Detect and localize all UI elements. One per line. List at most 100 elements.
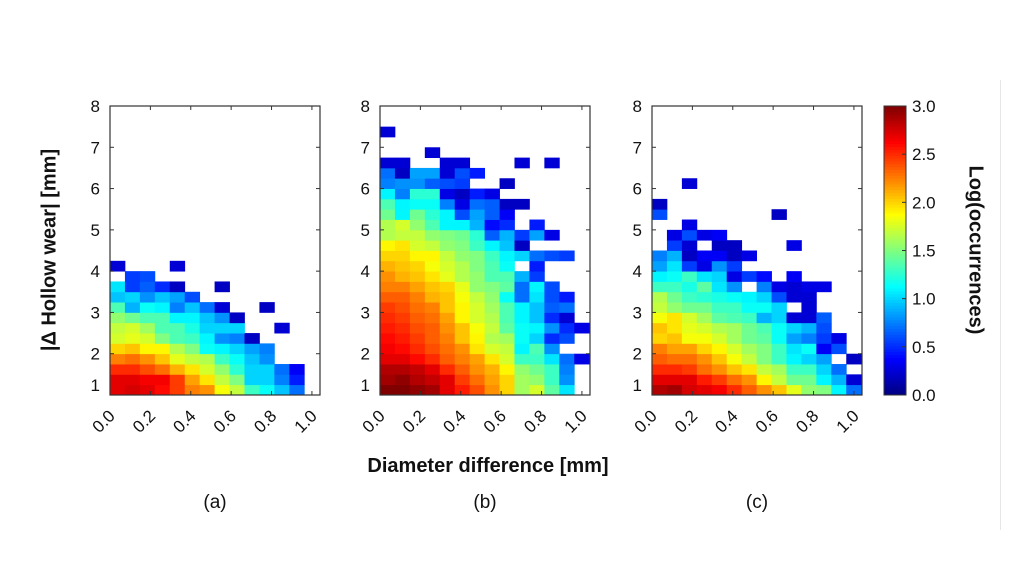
y-tick-label: 5	[633, 221, 642, 240]
heatmap-cell	[139, 333, 156, 344]
heatmap-cell	[394, 229, 411, 241]
heatmap-cell	[484, 364, 500, 375]
heatmap-cell	[786, 291, 802, 303]
heatmap-cell	[139, 343, 156, 355]
heatmap-cell	[681, 240, 698, 251]
heatmap-cell	[229, 353, 245, 365]
heatmap-cell	[454, 281, 471, 293]
colorbar-tick-label: 0.5	[912, 338, 936, 357]
heatmap-cell	[756, 291, 772, 303]
heatmap-cell	[469, 198, 485, 210]
heatmap-cell	[726, 271, 743, 282]
y-tick-label: 5	[91, 221, 100, 240]
heatmap-cell	[394, 178, 411, 189]
heatmap-cell	[380, 260, 396, 272]
colorbar-segment	[884, 334, 906, 338]
heatmap-cell	[559, 384, 575, 396]
heatmap-cell	[424, 188, 441, 200]
heatmap-cell	[424, 147, 441, 159]
heatmap-cell	[711, 281, 728, 293]
heatmap-cell	[124, 291, 141, 303]
heatmap-cell	[559, 333, 575, 344]
colorbar-segment	[884, 186, 906, 191]
heatmap-cell	[544, 374, 560, 386]
heatmap-cell	[184, 353, 201, 365]
colorbar-segment	[884, 357, 906, 361]
heatmap-cell	[711, 271, 728, 282]
heatmap-cell	[409, 353, 426, 365]
colorbar-segment	[884, 322, 906, 327]
heatmap-cell	[711, 240, 728, 251]
heatmap-cell	[229, 384, 245, 396]
heatmap-cell	[169, 312, 186, 324]
colorbar-segment	[884, 366, 906, 370]
colorbar-segment	[884, 308, 906, 312]
heatmap-cell	[514, 291, 530, 303]
heatmap-cell	[771, 364, 787, 375]
colorbar-segment	[884, 270, 906, 275]
heatmap-cell	[469, 333, 485, 344]
heatmap-cell	[499, 198, 515, 210]
heatmap-cell	[484, 198, 500, 210]
heatmap-cell	[469, 302, 485, 313]
x-tick-label: 1.0	[291, 406, 321, 436]
heatmap-cell	[424, 271, 441, 282]
heatmap-cell	[741, 374, 757, 386]
heatmap-cell	[154, 374, 171, 386]
heatmap-cell	[394, 260, 411, 272]
y-tick-label: 4	[361, 262, 370, 281]
heatmap-cell	[696, 229, 713, 241]
heatmap-cell	[771, 291, 787, 303]
colorbar-segment	[884, 132, 906, 136]
colorbar-segment	[884, 264, 906, 269]
heatmap-cell	[711, 322, 728, 334]
y-tick-label: 4	[633, 262, 642, 281]
heatmap-cell	[652, 198, 668, 210]
y-tick-label: 2	[361, 345, 370, 364]
heatmap-cell	[169, 343, 186, 355]
heatmap-cell	[454, 343, 471, 355]
heatmap-cell	[244, 364, 260, 375]
colorbar-segment	[884, 377, 906, 382]
heatmap-cell	[771, 209, 787, 220]
heatmap-cell	[409, 384, 426, 396]
heatmap-cell	[409, 271, 426, 282]
heatmap-cell	[816, 322, 832, 334]
colorbar-segment	[884, 290, 906, 295]
heatmap-cell	[681, 343, 698, 355]
heatmap-cell	[652, 353, 668, 365]
heatmap-cell	[469, 271, 485, 282]
heatmap-cell	[484, 291, 500, 303]
heatmap-cell	[454, 384, 471, 396]
heatmap-cell	[110, 343, 126, 355]
heatmap-cell	[559, 302, 575, 313]
colorbar-segment	[884, 149, 906, 153]
heatmap-cell	[741, 291, 757, 303]
heatmap-cell	[696, 291, 713, 303]
heatmap-cell	[154, 281, 171, 293]
colorbar-segment	[884, 319, 906, 324]
heatmap-cell	[439, 291, 456, 303]
heatmap-cell	[110, 364, 126, 375]
colorbar-segment	[884, 163, 906, 168]
heatmap-cell	[529, 343, 545, 355]
heatmap-cell	[409, 260, 426, 272]
heatmap-cell	[681, 322, 698, 334]
heatmap-cell	[801, 343, 817, 355]
heatmap-cell	[681, 364, 698, 375]
heatmap-cell	[154, 364, 171, 375]
colorbar-segment	[884, 201, 906, 205]
heatmap-cell	[726, 322, 743, 334]
colorbar-tick-label: 2.0	[912, 193, 936, 212]
colorbar-segment	[884, 207, 906, 211]
heatmap-cell	[139, 364, 156, 375]
heatmap-cell	[409, 291, 426, 303]
colorbar-segment	[884, 288, 906, 292]
colorbar-segment	[884, 143, 906, 147]
heatmap-cell	[154, 384, 171, 396]
colorbar-segment	[884, 195, 906, 199]
heatmap-cell	[771, 322, 787, 334]
heatmap-cell	[169, 322, 186, 334]
heatmap-cell	[380, 291, 396, 303]
colorbar-segment	[884, 215, 906, 220]
